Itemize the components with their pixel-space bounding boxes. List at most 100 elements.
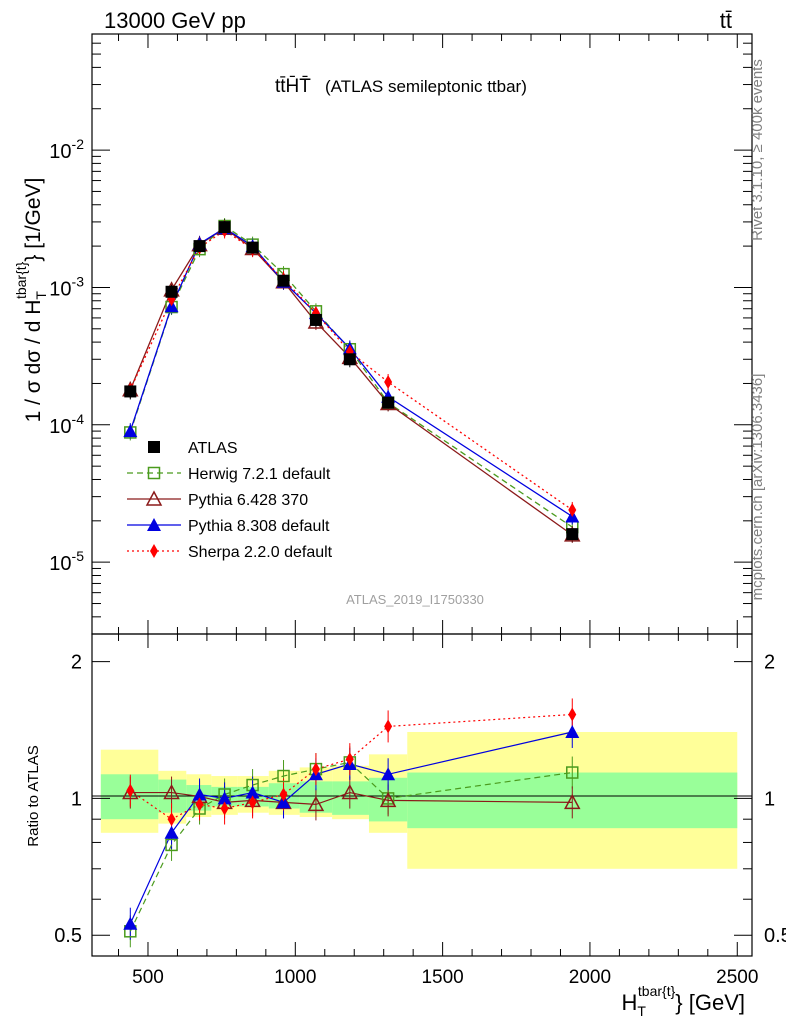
ratio-point-sherpa-2-2-0-default bbox=[220, 801, 229, 816]
ratio-series-lines bbox=[129, 713, 573, 932]
legend-marker-pythia-8-308-default bbox=[147, 518, 161, 531]
legend-label-atlas: ATLAS bbox=[188, 440, 238, 457]
ratio-point-pythia-6-428-370 bbox=[307, 795, 325, 812]
y-tick-label-base: 10 bbox=[49, 141, 71, 163]
ratio-point-pythia-8-308-default bbox=[192, 787, 207, 801]
ratio-y-tick-label-right: 1 bbox=[764, 788, 775, 810]
ratio-point-pythia-8-308-default bbox=[276, 795, 291, 809]
analysis-label: ATLAS_2019_I1750330 bbox=[346, 592, 484, 607]
x-tick-label: 1500 bbox=[421, 967, 463, 988]
point-atlas bbox=[343, 353, 356, 366]
ratio-y-tick-label-left: 2 bbox=[71, 652, 82, 674]
x-tick-label: 1000 bbox=[274, 967, 316, 988]
mcplots-label: mcplots.cern.ch [arXiv:1306.3436] bbox=[749, 374, 766, 601]
point-atlas bbox=[309, 313, 322, 326]
ratio-point-sherpa-2-2-0-default bbox=[126, 783, 135, 798]
ratio-point-sherpa-2-2-0-default bbox=[384, 719, 393, 734]
ratio-point-sherpa-2-2-0-default bbox=[279, 787, 288, 802]
series-line-pythia-6-428-370 bbox=[129, 227, 573, 536]
header-left: 13000 GeV pp bbox=[104, 8, 246, 33]
svg-text:HTtbar{t}} [GeV]: HTtbar{t}} [GeV] bbox=[621, 983, 745, 1019]
legend-marker-sherpa-2-2-0-default bbox=[150, 544, 158, 558]
point-sherpa-2-2-0-default bbox=[568, 502, 577, 517]
y-tick-label: 10-4 bbox=[49, 411, 84, 438]
point-atlas bbox=[277, 274, 290, 287]
legend: ATLAS Herwig 7.2.1 default Pythia 6.428 37… bbox=[127, 440, 333, 561]
legend-label-pythia-6-428-370: Pythia 6.428 370 bbox=[188, 492, 308, 509]
y-axis-label-part1: 1 / σ dσ / d H bbox=[22, 300, 45, 423]
y-tick-label: 10-5 bbox=[49, 548, 84, 575]
x-axis-label-sub: T bbox=[637, 1003, 646, 1019]
x-axis-label-sup: tbar{t} bbox=[638, 983, 676, 999]
ratio-point-pythia-6-428-370 bbox=[163, 783, 180, 800]
point-atlas bbox=[218, 221, 231, 234]
ratio-point-herwig-7-2-1-default bbox=[277, 769, 290, 783]
y-tick-label: 10-3 bbox=[49, 273, 84, 300]
main-series-markers bbox=[122, 219, 581, 542]
point-atlas bbox=[124, 385, 137, 398]
point-pythia-8-308-default bbox=[123, 424, 138, 438]
x-axis-label-unit: } [GeV] bbox=[675, 990, 745, 1015]
ratio-point-pythia-8-308-default bbox=[217, 791, 232, 805]
main-plot: 10-510-410-310-2 tt̄H̄T̄ (ATLAS semilept… bbox=[49, 33, 753, 635]
ratio-plot: 0.5 0.5 1 1 2 2 Ratio to ATLAS bbox=[25, 633, 786, 957]
x-tick-label: 500 bbox=[132, 967, 164, 988]
point-atlas bbox=[193, 240, 206, 253]
ratio-point-pythia-6-428-370 bbox=[379, 791, 397, 808]
ratio-point-pythia-8-308-default bbox=[565, 724, 580, 738]
legend-marker-pythia-6-428-370 bbox=[145, 490, 163, 506]
legend-label-herwig-7-2-1-default: Herwig 7.2.1 default bbox=[188, 466, 331, 483]
ratio-point-sherpa-2-2-0-default bbox=[568, 707, 577, 722]
ratio-point-sherpa-2-2-0-default bbox=[248, 795, 257, 810]
ratio-axis-ticks: 0.5 0.5 1 1 2 2 bbox=[54, 634, 786, 956]
ratio-y-tick-label-left: 1 bbox=[71, 788, 82, 810]
ratio-point-sherpa-2-2-0-default bbox=[195, 797, 204, 812]
ratio-point-sherpa-2-2-0-default bbox=[311, 762, 320, 777]
ratio-point-pythia-6-428-370 bbox=[341, 783, 359, 800]
ratio-line-pythia-6-428-370 bbox=[130, 791, 573, 806]
y-axis-label-part2: } [1/GeV] bbox=[22, 178, 45, 262]
ratio-point-herwig-7-2-1-default bbox=[165, 838, 178, 852]
ratio-point-sherpa-2-2-0-default bbox=[167, 812, 176, 827]
ratio-point-pythia-6-428-370 bbox=[564, 793, 581, 810]
ratio-line-sherpa-2-2-0-default bbox=[129, 713, 573, 820]
rivet-label: Rivet 3.1.10, ≥ 400k events bbox=[749, 59, 766, 241]
ratio-point-herwig-7-2-1-default bbox=[566, 766, 579, 779]
point-atlas bbox=[165, 285, 178, 298]
ratio-y-tick-label-right: 2 bbox=[764, 652, 775, 674]
y-axis-label: 1 / σ dσ / d HTtbar{t}} [1/GeV] bbox=[13, 178, 49, 423]
main-axis-ticks: 10-510-410-310-2 bbox=[49, 33, 752, 635]
ratio-band-green bbox=[100, 774, 159, 820]
ratio-point-pythia-8-308-default bbox=[381, 767, 396, 781]
x-tick-label: 2000 bbox=[569, 967, 611, 988]
y-tick-label-exponent: -4 bbox=[72, 411, 85, 427]
x-axis-ticklabels: 500 1000 1500 2000 2500 bbox=[132, 967, 758, 988]
legend-marker-herwig-7-2-1-default bbox=[147, 466, 161, 480]
svg-text:1 / σ dσ / d HTtbar{t}} [1/GeV: 1 / σ dσ / d HTtbar{t}} [1/GeV] bbox=[13, 178, 49, 423]
chart-subtitle: (ATLAS semileptonic ttbar) bbox=[325, 77, 527, 96]
main-series-lines bbox=[129, 225, 573, 536]
point-atlas bbox=[566, 528, 579, 541]
ratio-series-markers bbox=[122, 707, 581, 938]
ratio-point-sherpa-2-2-0-default bbox=[345, 752, 354, 767]
point-atlas bbox=[382, 396, 395, 409]
ratio-y-tick-label-left: 0.5 bbox=[54, 925, 82, 947]
y-axis-label-sup: tbar{t} bbox=[13, 261, 29, 299]
ratio-point-pythia-8-308-default bbox=[245, 785, 260, 799]
y-tick-label-exponent: -3 bbox=[72, 273, 85, 289]
x-axis-label-main: H bbox=[621, 990, 637, 1015]
y-axis-label-sub: T bbox=[33, 291, 49, 300]
series-line-herwig-7-2-1-default bbox=[129, 225, 573, 528]
ratio-y-axis-label: Ratio to ATLAS bbox=[25, 745, 42, 846]
y-tick-label-exponent: -2 bbox=[72, 136, 85, 152]
x-tick-label: 2500 bbox=[716, 967, 758, 988]
chart-title: tt̄H̄T̄ bbox=[275, 76, 311, 97]
y-tick-label-base: 10 bbox=[49, 416, 71, 438]
ratio-point-pythia-6-428-370 bbox=[122, 783, 139, 800]
y-tick-label-exponent: -5 bbox=[72, 548, 85, 564]
y-tick-label: 10-2 bbox=[49, 136, 84, 163]
legend-label-pythia-8-308-default: Pythia 8.308 default bbox=[188, 518, 330, 535]
ratio-plot-frame bbox=[91, 633, 753, 957]
y-tick-label-base: 10 bbox=[49, 278, 71, 300]
